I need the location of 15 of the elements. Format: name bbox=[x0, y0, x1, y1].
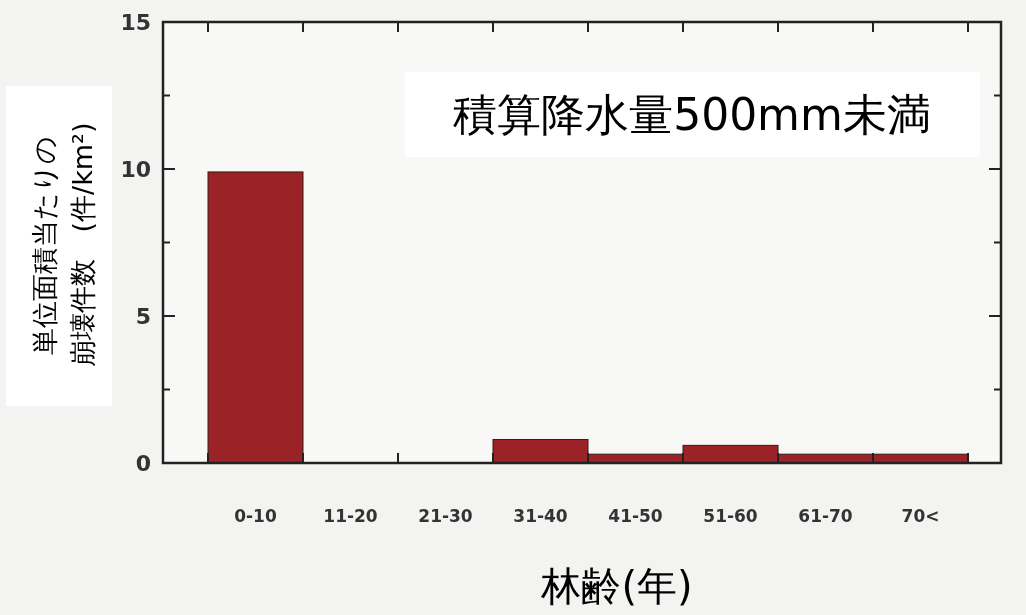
y-tick-label: 15 bbox=[120, 10, 151, 35]
x-tick-label: 41-50 bbox=[608, 506, 663, 526]
x-tick-label: 61-70 bbox=[798, 506, 853, 526]
x-tick-label: 51-60 bbox=[703, 506, 758, 526]
y-tick-label: 10 bbox=[120, 157, 151, 182]
x-axis-title: 林齢(年) bbox=[540, 563, 693, 609]
x-tick-label: 0-10 bbox=[234, 506, 277, 526]
x-tick-label: 70< bbox=[901, 506, 940, 526]
y-tick-label: 5 bbox=[135, 304, 151, 329]
x-tick-label: 31-40 bbox=[513, 506, 568, 526]
x-tick-label: 11-20 bbox=[323, 506, 378, 526]
annotation: 積算降水量500mm未満 bbox=[453, 89, 931, 140]
y-tick-label: 0 bbox=[135, 451, 151, 476]
x-tick-label: 21-30 bbox=[418, 506, 473, 526]
y-axis-title: 単位面積当たりの崩壊件数 (件/km²) bbox=[28, 122, 98, 368]
